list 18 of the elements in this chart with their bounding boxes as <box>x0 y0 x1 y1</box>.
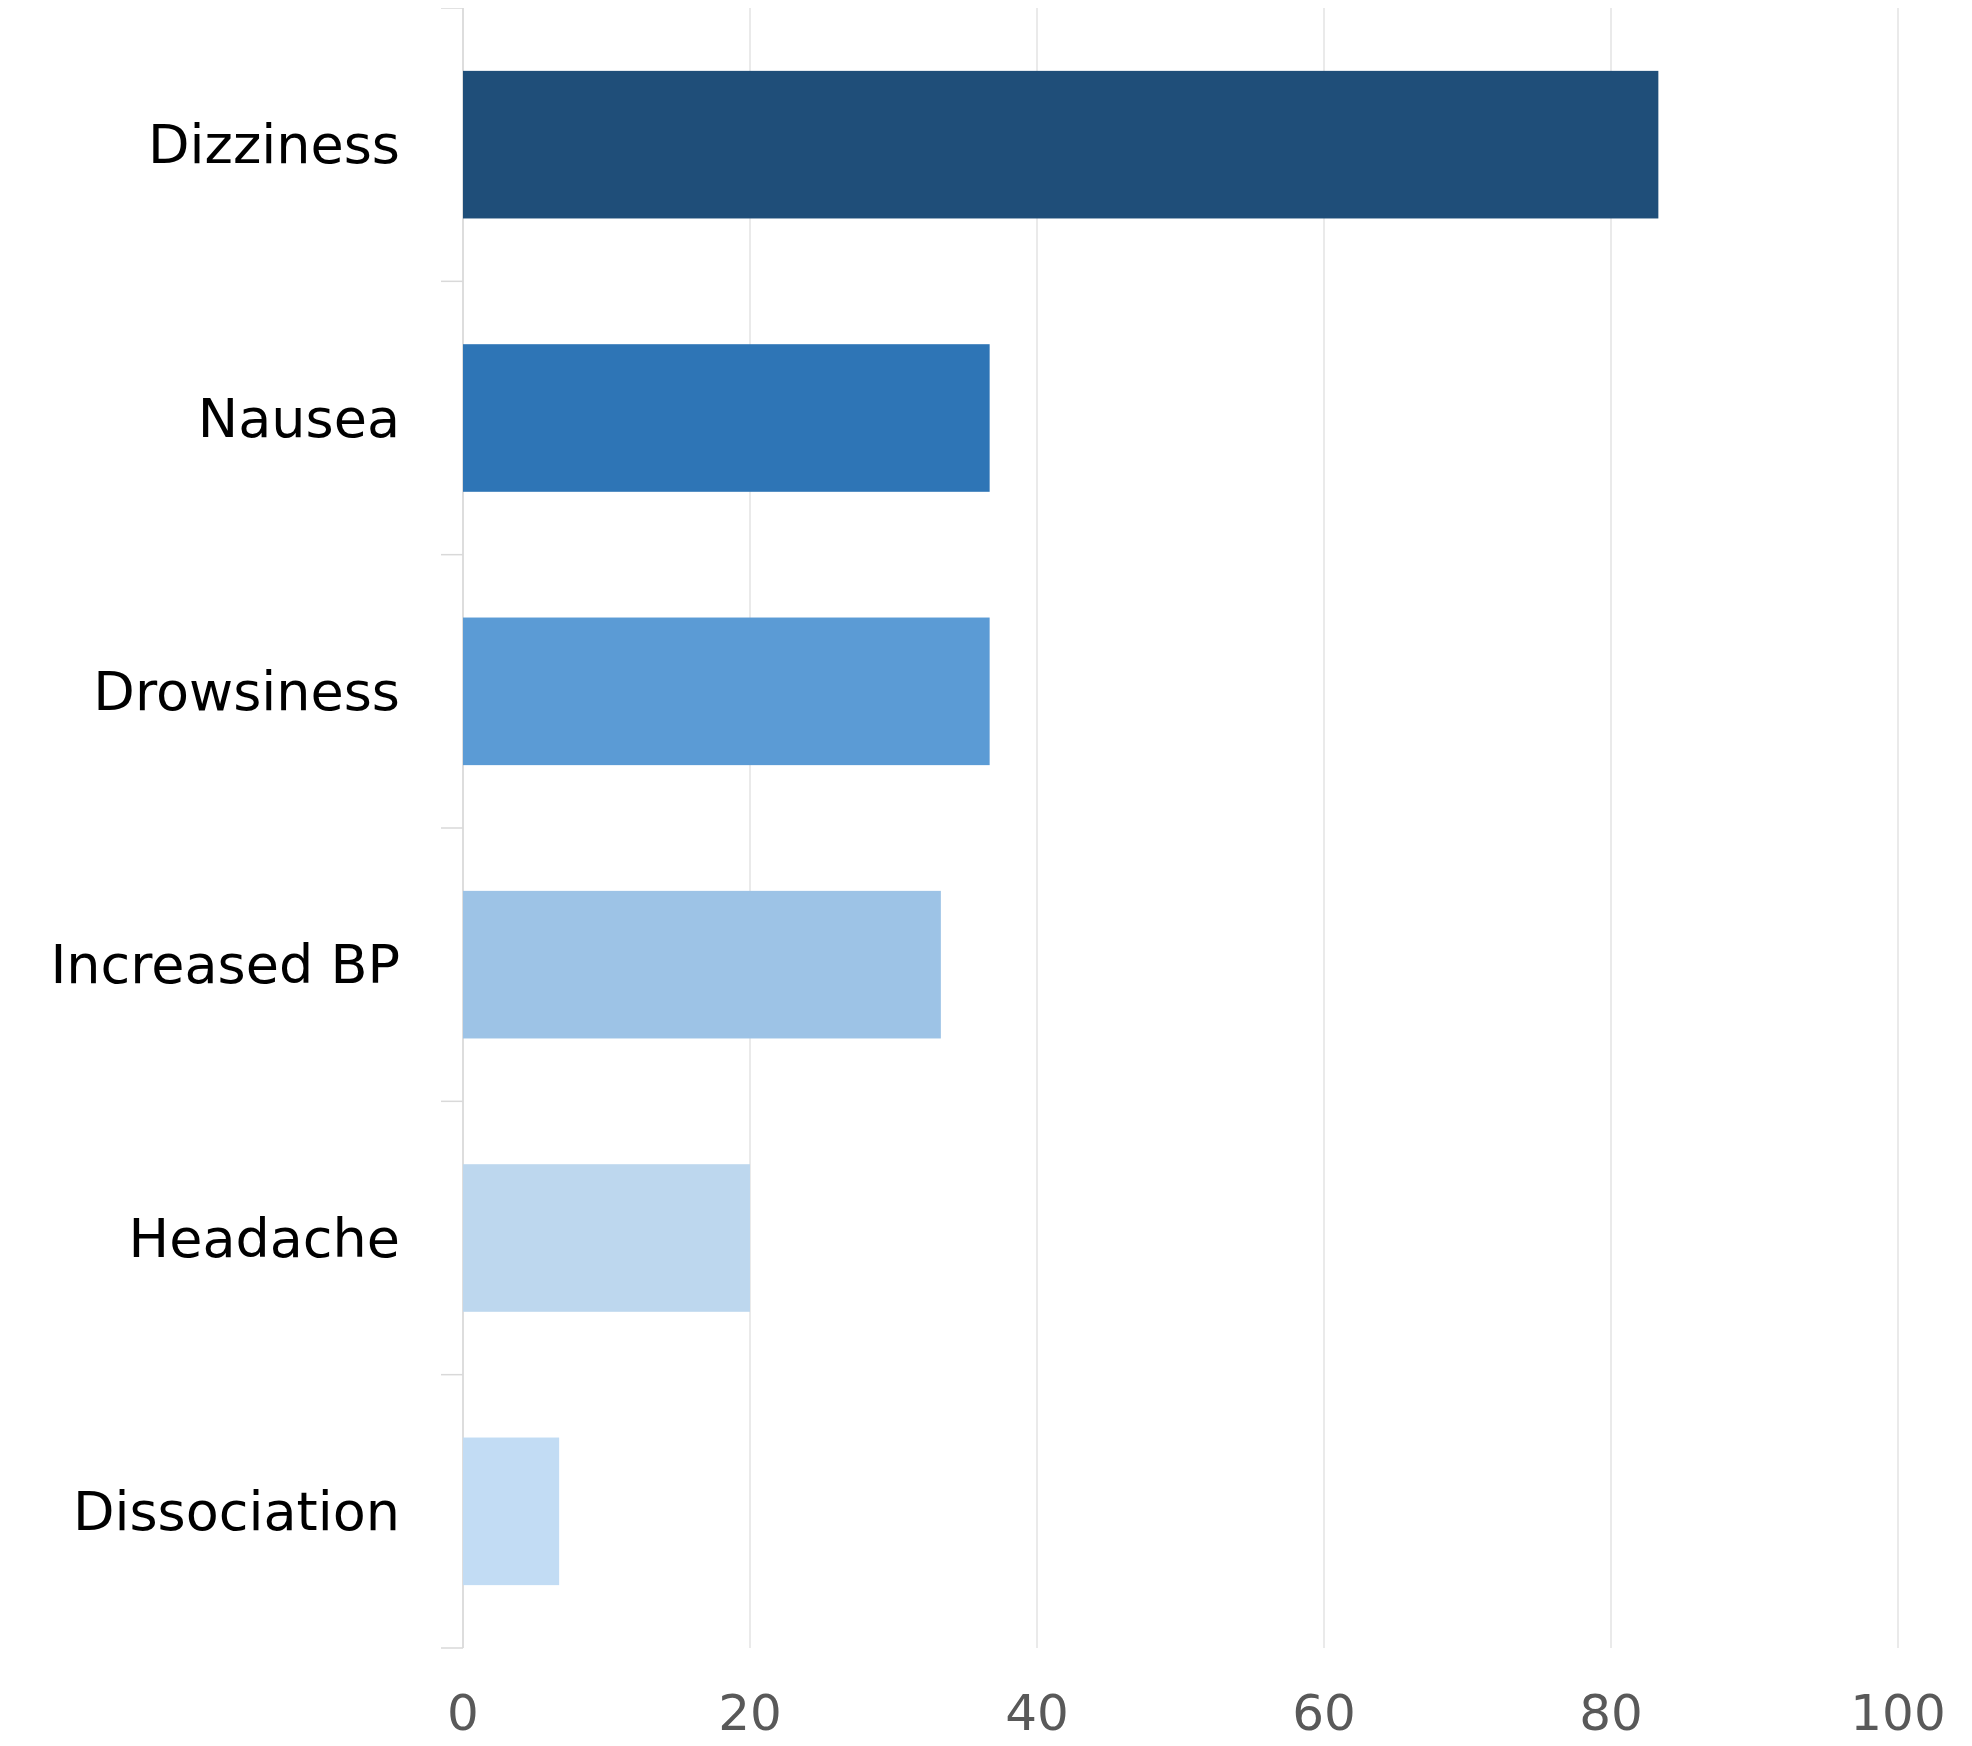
y-tick-label: Headache <box>128 1206 400 1270</box>
y-tick-label: Dizziness <box>148 113 400 177</box>
x-tick-label: 20 <box>718 1684 782 1742</box>
bar <box>463 890 941 1039</box>
bar <box>463 70 1659 219</box>
bar <box>463 1164 750 1312</box>
y-tick-label: Increased BP <box>50 933 400 997</box>
y-tick-label: Dissociation <box>72 1479 400 1543</box>
y-tick-label: Nausea <box>197 386 400 450</box>
x-tick-label: 0 <box>447 1684 479 1742</box>
x-tick-label: 80 <box>1579 1684 1643 1742</box>
bar <box>463 617 990 766</box>
bar <box>463 1437 560 1586</box>
x-tick-label: 40 <box>1005 1684 1069 1742</box>
y-tick-label: Drowsiness <box>93 659 400 723</box>
x-tick-label: 60 <box>1292 1684 1356 1742</box>
x-tick-label: 100 <box>1850 1684 1946 1742</box>
bar <box>463 344 990 492</box>
